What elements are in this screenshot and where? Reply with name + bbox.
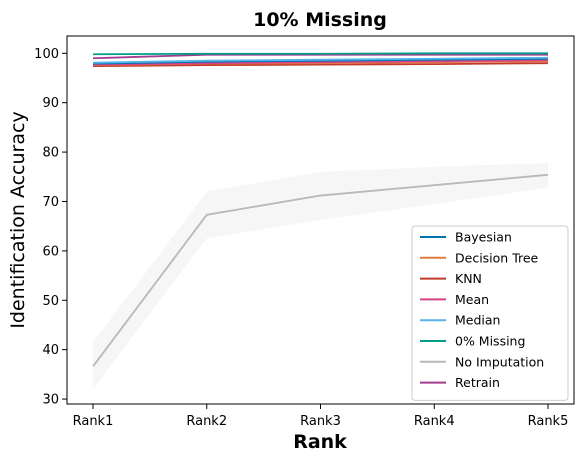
- y-tick-label: 90: [42, 96, 59, 111]
- legend-label: Decision Tree: [455, 250, 539, 265]
- y-tick-label: 50: [42, 294, 59, 309]
- x-tick-label: Rank3: [300, 414, 341, 429]
- y-tick-label: 100: [34, 47, 59, 62]
- series-line-bayesian: [92, 57, 549, 65]
- y-tick-label: 30: [42, 393, 59, 408]
- series-line-mean: [92, 59, 549, 66]
- legend-label: KNN: [455, 271, 482, 286]
- legend-label: Retrain: [455, 375, 500, 390]
- legend-label: Bayesian: [455, 230, 512, 245]
- y-tick-label: 70: [42, 195, 59, 210]
- legend-label: 0% Missing: [455, 334, 525, 349]
- y-tick-label: 60: [42, 244, 59, 259]
- series-line-retrain: [92, 53, 548, 60]
- x-tick-label: Rank4: [414, 414, 455, 429]
- confidence-band: [93, 162, 548, 390]
- series-line-no-imputation: [92, 173, 549, 367]
- x-tick-label: Rank2: [186, 414, 227, 429]
- series-line-0-missing: [92, 52, 548, 56]
- y-axis: 30 40 50 60 70 80 90 100: [34, 47, 67, 408]
- legend-box: [411, 225, 569, 401]
- legend-label: Mean: [455, 292, 489, 307]
- y-axis-label: Identification Accuracy: [7, 111, 29, 328]
- plot-area: [92, 52, 549, 390]
- series-line-median: [92, 56, 549, 64]
- x-axis: Rank1 Rank2 Rank3 Rank4 Rank5: [73, 404, 569, 429]
- chart-title: 10% Missing: [253, 9, 387, 31]
- series-line-knn: [92, 62, 549, 68]
- x-tick-label: Rank5: [528, 414, 569, 429]
- legend-label: Median: [455, 313, 500, 328]
- y-tick-label: 40: [42, 343, 59, 358]
- legend: Bayesian Decision Tree KNN Mean Median 0% Mis…: [411, 225, 569, 401]
- x-axis-label: Rank: [293, 431, 347, 453]
- x-tick-label: Rank1: [73, 414, 114, 429]
- legend-label: No Imputation: [455, 354, 544, 369]
- y-tick-label: 80: [42, 146, 59, 161]
